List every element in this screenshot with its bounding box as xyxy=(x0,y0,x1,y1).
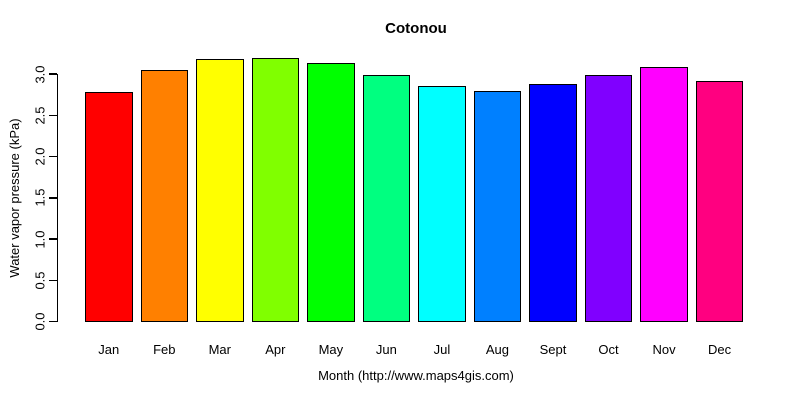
x-axis-title: Month (http://www.maps4gis.com) xyxy=(318,368,514,383)
y-tick-mark xyxy=(49,197,57,199)
y-tick-label: 2.5 xyxy=(32,106,48,125)
x-tick-label-may: May xyxy=(318,342,344,357)
x-tick-label-apr: Apr xyxy=(265,342,286,357)
x-tick-label-jul: Jul xyxy=(433,342,451,357)
y-tick-mark xyxy=(49,114,57,117)
bar-jan xyxy=(85,92,133,322)
y-axis-title: Water vapor pressure (kPa) xyxy=(7,118,22,278)
bar-oct xyxy=(584,74,633,322)
bar-jun xyxy=(362,74,411,322)
x-tick-label-nov: Nov xyxy=(652,342,676,357)
chart-title: Cotonou xyxy=(385,20,447,37)
bar-jul xyxy=(418,85,466,322)
y-tick-label: 1.0 xyxy=(32,230,48,249)
y-tick-label: 3.0 xyxy=(32,64,48,84)
bar-sept xyxy=(529,83,577,322)
y-axis-line xyxy=(56,73,58,322)
bar-apr xyxy=(251,58,300,322)
y-tick-mark xyxy=(49,320,57,323)
y-tick-label: 0.0 xyxy=(32,312,48,331)
bar-dec xyxy=(695,81,744,322)
x-tick-label-jan: Jan xyxy=(98,342,120,357)
y-tick-label: 0.5 xyxy=(32,271,48,290)
x-tick-label-feb: Feb xyxy=(153,342,176,357)
x-tick-label-jun: Jun xyxy=(375,342,397,357)
x-tick-label-aug: Aug xyxy=(485,342,510,357)
x-tick-label-oct: Oct xyxy=(598,342,619,357)
bar-may xyxy=(307,63,355,322)
y-tick-mark xyxy=(49,279,57,282)
x-tick-label-dec: Dec xyxy=(708,342,732,357)
bar-nov xyxy=(640,67,688,322)
x-tick-label-sept: Sept xyxy=(539,342,567,357)
y-tick-mark xyxy=(49,73,57,75)
y-tick-label: 2.0 xyxy=(32,147,48,166)
bar-feb xyxy=(140,69,189,322)
bar-mar xyxy=(196,59,244,322)
y-tick-label: 1.5 xyxy=(32,188,48,207)
bar-aug xyxy=(473,90,522,322)
y-tick-mark xyxy=(49,155,57,158)
y-tick-mark xyxy=(49,238,57,240)
x-tick-label-mar: Mar xyxy=(208,342,231,357)
